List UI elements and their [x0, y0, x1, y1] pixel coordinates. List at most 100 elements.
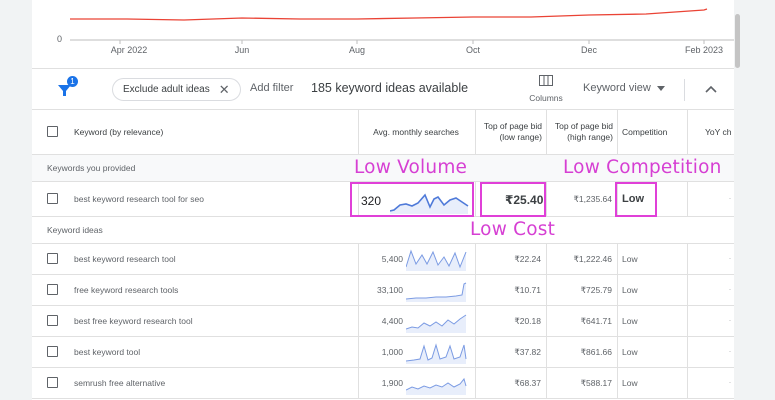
- month-label: Dec: [580, 45, 598, 55]
- trend-sparkline: [390, 193, 469, 214]
- section-header-provided: Keywords you provided: [32, 155, 734, 182]
- low-cost-annotation: Low Cost: [470, 219, 556, 240]
- bid-high-cell: ₹641.71: [580, 315, 612, 326]
- vertical-scrollbar[interactable]: [734, 0, 741, 400]
- keyword-cell: free keyword research tools: [74, 285, 179, 295]
- search-volume-trend-chart: 0 Apr 2022 Jun Aug Oct Dec Feb 2023: [32, 0, 734, 66]
- chip-label: Exclude adult ideas: [123, 84, 210, 95]
- select-all-checkbox[interactable]: [47, 126, 58, 137]
- header-yoy-change[interactable]: YoY ch: [705, 127, 732, 137]
- yoy-cell: ·: [729, 287, 731, 293]
- table-row[interactable]: semrush free alternative 1,900 ₹68.37 ₹5…: [32, 368, 734, 399]
- bid-low-cell: ₹37.82: [514, 346, 541, 357]
- header-competition[interactable]: Competition: [622, 127, 668, 137]
- section-label: Keyword ideas: [47, 225, 103, 235]
- trend-sparkline: [406, 282, 467, 302]
- bid-high-cell: ₹1,235.64: [573, 193, 613, 204]
- exclude-adult-ideas-chip[interactable]: Exclude adult ideas ✕: [112, 78, 241, 101]
- filter-toolbar: 1 Exclude adult ideas ✕ Add filter 185 k…: [32, 68, 734, 110]
- bid-high-cell: ₹861.66: [580, 346, 612, 357]
- yoy-cell: ·: [729, 380, 731, 386]
- trend-sparkline: [406, 343, 467, 364]
- x-axis-ticks: [119, 40, 705, 44]
- keyword-cell: best keyword tool: [74, 347, 141, 357]
- row-checkbox[interactable]: [47, 193, 58, 204]
- keyword-view-label: Keyword view: [583, 82, 651, 94]
- bid-high-cell: ₹725.79: [580, 284, 612, 295]
- row-checkbox[interactable]: [47, 346, 58, 357]
- add-filter-button[interactable]: Add filter: [250, 82, 294, 94]
- keyword-cell: best keyword research tool: [74, 254, 176, 264]
- table-row[interactable]: free keyword research tools 33,100 ₹10.7…: [32, 275, 734, 306]
- table-row[interactable]: best keyword research tool for seo 320 ₹…: [32, 182, 734, 217]
- columns-label: Columns: [529, 93, 563, 103]
- table-row[interactable]: best keyword research tool 5,400 ₹22.24 …: [32, 244, 734, 275]
- bid-low-value: ₹25.40: [505, 193, 544, 207]
- chevron-up-icon[interactable]: [703, 83, 719, 95]
- header-avg-monthly-searches[interactable]: Avg. monthly searches: [373, 127, 459, 137]
- low-cost-highlight-box: [480, 182, 546, 217]
- toolbar-divider: [684, 79, 685, 101]
- table-header-row: Keyword (by relevance) Avg. monthly sear…: [32, 110, 734, 155]
- y-axis-zero-label: 0: [57, 34, 63, 44]
- row-checkbox[interactable]: [47, 315, 58, 326]
- yoy-cell: ·: [729, 349, 731, 355]
- bid-low-cell: ₹22.24: [514, 253, 541, 264]
- trend-line: [70, 8, 708, 21]
- bid-low-cell: ₹10.71: [514, 284, 541, 295]
- low-volume-annotation: Low Volume: [354, 157, 468, 178]
- trend-sparkline: [406, 314, 467, 333]
- avg-searches-cell: 1,000: [381, 347, 403, 357]
- month-label: Apr 2022: [110, 45, 148, 55]
- bid-low-cell: ₹20.18: [514, 315, 541, 326]
- low-volume-highlight-box: [350, 182, 474, 217]
- competition-value: Low: [622, 193, 644, 205]
- avg-searches-cell: 33,100: [377, 285, 403, 295]
- close-icon[interactable]: ✕: [218, 82, 230, 97]
- row-checkbox[interactable]: [47, 284, 58, 295]
- columns-button[interactable]: Columns: [524, 75, 568, 103]
- avg-searches-cell: 1,900: [381, 378, 403, 388]
- yoy-cell: ·: [729, 318, 731, 324]
- scrollbar-thumb[interactable]: [735, 14, 740, 68]
- keyword-planner-page: 0 Apr 2022 Jun Aug Oct Dec Feb 2023 1 Ex…: [32, 0, 734, 400]
- section-label: Keywords you provided: [47, 163, 136, 173]
- columns-icon: [539, 75, 553, 86]
- header-bid-low[interactable]: Top of page bid (low range): [483, 121, 542, 142]
- header-bid-high[interactable]: Top of page bid (high range): [554, 121, 613, 142]
- bid-high-cell: ₹1,222.46: [573, 253, 613, 264]
- keyword-ideas-count: 185 keyword ideas available: [311, 81, 469, 95]
- trend-sparkline: [406, 377, 467, 395]
- table-row[interactable]: best keyword tool 1,000 ₹37.82 ₹861.66 L…: [32, 337, 734, 368]
- row-checkbox[interactable]: [47, 377, 58, 388]
- yoy-cell: ·: [729, 256, 731, 262]
- avg-searches-cell: 4,400: [381, 316, 403, 326]
- avg-searches-cell: 5,400: [381, 254, 403, 264]
- month-label: Oct: [465, 45, 481, 55]
- bid-high-cell: ₹588.17: [580, 377, 612, 388]
- competition-cell: Low: [622, 254, 638, 264]
- avg-searches-value: 320: [361, 194, 382, 208]
- row-checkbox[interactable]: [47, 253, 58, 264]
- filter-icon[interactable]: [54, 79, 76, 101]
- trend-sparkline: [406, 249, 467, 271]
- competition-cell: Low: [622, 347, 638, 357]
- section-header-ideas: Keyword ideas: [32, 217, 734, 244]
- keyword-view-dropdown[interactable]: Keyword view: [583, 82, 665, 94]
- trend-chart-svg: [70, 8, 734, 44]
- competition-cell: Low: [622, 285, 638, 295]
- month-label: Feb 2023: [684, 45, 724, 55]
- keyword-cell: best keyword research tool for seo: [74, 194, 204, 204]
- low-competition-highlight-box: [615, 182, 657, 217]
- header-keyword[interactable]: Keyword (by relevance): [74, 127, 164, 137]
- yoy-cell: ·: [729, 196, 731, 202]
- competition-cell: Low: [622, 378, 638, 388]
- dropdown-caret-icon: [656, 85, 665, 91]
- keyword-cell: semrush free alternative: [74, 378, 166, 388]
- bid-low-cell: ₹68.37: [514, 377, 541, 388]
- month-label: Jun: [234, 45, 250, 55]
- low-competition-annotation: Low Competition: [563, 157, 722, 178]
- table-row[interactable]: best free keyword research tool 4,400 ₹2…: [32, 306, 734, 337]
- filter-count-badge: 1: [67, 76, 78, 87]
- month-label: Aug: [348, 45, 366, 55]
